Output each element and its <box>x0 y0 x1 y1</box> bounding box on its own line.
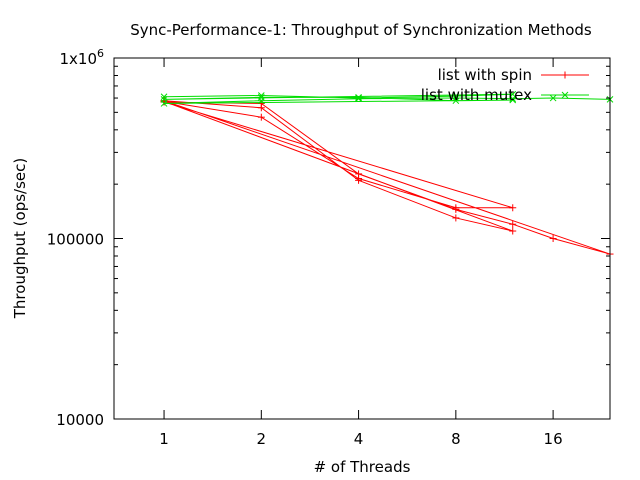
data-point <box>549 94 557 102</box>
legend-label: list with mutex <box>421 86 532 104</box>
y-tick-label: 10000 <box>56 411 104 429</box>
data-point <box>355 95 362 103</box>
x-axis: 1 2 4 8 16 <box>159 58 563 448</box>
data-point <box>355 94 362 101</box>
series-1 <box>160 90 614 107</box>
data-point <box>509 204 517 212</box>
chart-title: Sync-Performance-1: Throughput of Synchr… <box>130 21 592 39</box>
data-point <box>509 96 517 104</box>
data-point <box>257 113 265 121</box>
data-point <box>452 97 460 105</box>
data-point <box>257 97 265 105</box>
y-axis: 10000 100000 1x106 <box>47 47 610 429</box>
legend-marker <box>561 91 569 99</box>
legend-label: list with spin <box>438 66 532 84</box>
legend-marker <box>561 71 569 79</box>
data-point <box>257 92 265 99</box>
legend: list with spin list with mutex <box>421 66 589 104</box>
data-point <box>549 235 557 242</box>
x-tick-label: 2 <box>257 430 267 448</box>
data-point <box>160 93 168 101</box>
plot-frame <box>113 57 611 420</box>
data-point <box>509 95 517 103</box>
data-point <box>509 220 517 228</box>
data-point <box>452 214 460 222</box>
y-axis-label: Throughput (ops/sec) <box>11 158 29 319</box>
series-line <box>164 93 611 104</box>
series-0 <box>160 97 614 258</box>
data-point <box>509 227 517 235</box>
x-axis-label: # of Threads <box>314 458 411 476</box>
data-point <box>160 100 168 107</box>
y-tick-label: 100000 <box>47 231 104 249</box>
y-tick-label: 1x106 <box>59 47 104 68</box>
data-point <box>452 205 460 213</box>
data-point <box>452 94 460 102</box>
x-tick-label: 1 <box>159 430 169 448</box>
x-tick-label: 8 <box>451 430 461 448</box>
x-tick-label: 16 <box>544 430 563 448</box>
plot-area <box>160 90 614 258</box>
data-point <box>355 170 363 178</box>
x-tick-label: 4 <box>354 430 364 448</box>
series-line <box>163 100 611 255</box>
